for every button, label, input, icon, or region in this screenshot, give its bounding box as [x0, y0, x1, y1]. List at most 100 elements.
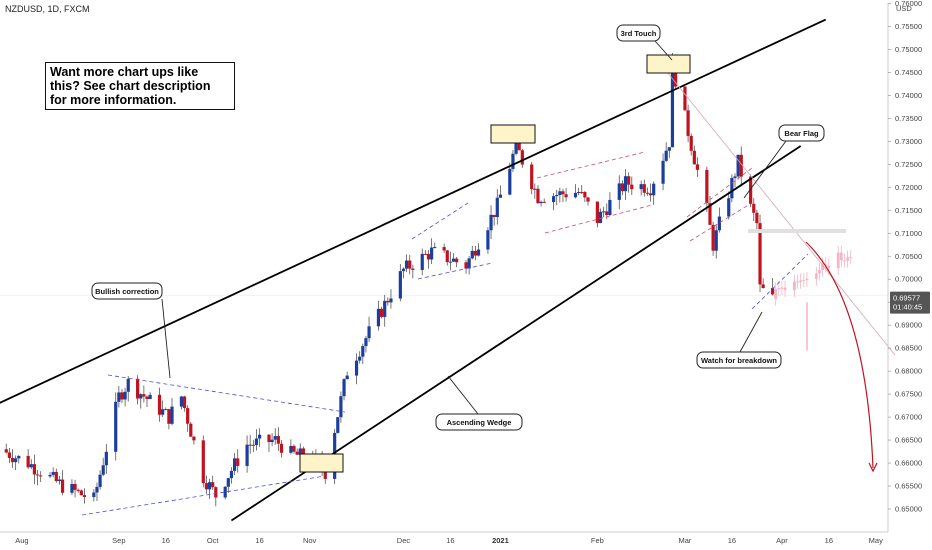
- candle-body: [361, 346, 365, 357]
- touch-box-1: [490, 124, 536, 144]
- candle-body: [189, 423, 193, 437]
- candle-body: [10, 457, 15, 463]
- candle-body: [367, 326, 371, 339]
- candle-body: [717, 216, 721, 231]
- candle-body: [251, 444, 255, 446]
- candle-body: [354, 360, 359, 376]
- last-price-tag: [890, 291, 930, 314]
- candle-body: [736, 154, 740, 177]
- candle-body: [98, 474, 102, 487]
- ghost-candle-body: [843, 260, 846, 262]
- price-tick-label: 0.65500: [895, 482, 922, 491]
- price-tick-label: 0.72500: [895, 160, 922, 169]
- candle-body: [404, 260, 409, 269]
- ghost-candle-body: [777, 288, 781, 290]
- time-tick-label: Oct: [207, 536, 220, 545]
- candle-body: [583, 192, 587, 198]
- candle-body: [92, 492, 96, 498]
- candle-body: [730, 177, 734, 199]
- candle-body: [229, 470, 234, 479]
- ghost-candle-body: [846, 257, 849, 261]
- time-tick-label: Apr: [776, 536, 788, 545]
- flag-channel-lower: [417, 262, 493, 280]
- candle-body: [345, 375, 349, 380]
- candle-body: [279, 443, 284, 453]
- candle-body: [623, 176, 628, 192]
- candle-body: [555, 195, 559, 197]
- candle-body: [232, 458, 237, 471]
- candle-body: [292, 445, 296, 452]
- candle-body: [573, 192, 578, 198]
- candle-body: [51, 471, 55, 475]
- candle-body: [758, 223, 762, 285]
- candle-body: [508, 168, 512, 195]
- callout-pointer: [654, 40, 673, 61]
- candle-body: [342, 379, 346, 397]
- candle-body: [192, 436, 196, 441]
- ghost-candle-body: [802, 280, 806, 282]
- candle-body: [364, 338, 368, 347]
- candle-body: [376, 308, 381, 327]
- candle-body: [692, 150, 696, 165]
- candle-body: [489, 214, 493, 231]
- candle-body: [645, 192, 650, 194]
- chart-symbol-header: NZDUSD, 1D, FXCM: [5, 4, 90, 14]
- touch-box-3: [646, 54, 691, 74]
- price-tick-label: 0.68500: [895, 344, 922, 353]
- candle-body: [136, 378, 140, 399]
- price-tick-label: 0.75000: [895, 45, 922, 54]
- candle-body: [520, 150, 524, 165]
- candle-body: [161, 409, 165, 415]
- candle-body: [79, 490, 83, 496]
- candle-body: [289, 445, 293, 453]
- price-tick-label: 0.76000: [895, 0, 922, 8]
- callout-pointer: [161, 298, 171, 379]
- candle-body: [714, 230, 718, 251]
- candle-body: [82, 495, 87, 498]
- candle-body: [667, 147, 671, 151]
- candle-body: [595, 201, 599, 223]
- candle-body: [423, 253, 427, 255]
- candle-body: [182, 396, 187, 409]
- candle-body: [201, 440, 205, 484]
- candle-body: [514, 138, 518, 154]
- candle-body: [683, 86, 687, 111]
- price-tick-label: 0.71500: [895, 206, 922, 215]
- candle-body: [492, 214, 496, 218]
- flag-channel-upper: [536, 151, 646, 179]
- candle-body: [617, 183, 621, 200]
- flag-channel-lower: [544, 204, 653, 234]
- candle-body: [442, 247, 446, 251]
- candle-body: [551, 196, 556, 203]
- time-tick-label: Sep: [112, 536, 125, 545]
- candle-body: [236, 458, 240, 466]
- candle-body: [383, 300, 387, 317]
- time-tick-label: 2021: [492, 536, 509, 545]
- callout-label: Bullish correction: [95, 287, 159, 296]
- candle-body: [580, 191, 584, 193]
- candle-body: [498, 194, 503, 198]
- candle-body: [620, 183, 625, 192]
- candle-body: [598, 211, 603, 223]
- ghost-candle-body: [793, 281, 796, 291]
- candle-body: [276, 436, 280, 444]
- candle-body: [539, 201, 543, 204]
- callout-box: [91, 282, 163, 300]
- candle-body: [517, 138, 521, 151]
- candle-body: [627, 176, 631, 185]
- price-tick-label: 0.70000: [895, 275, 922, 284]
- callout-pointer: [447, 375, 479, 415]
- candle-body: [695, 164, 700, 170]
- ghost-candle-body: [796, 281, 799, 283]
- candle-body: [29, 464, 33, 468]
- wedge-upper-trendline: [0, 18, 827, 404]
- candle-body: [451, 258, 456, 262]
- price-tick-label: 0.72000: [895, 183, 922, 192]
- candle-body: [157, 394, 162, 415]
- time-tick-label: Dec: [397, 536, 411, 545]
- candle-body: [70, 483, 74, 493]
- candle-body: [60, 479, 65, 493]
- correction-channel-lower: [81, 475, 326, 516]
- candle-body: [270, 439, 274, 443]
- candle-body: [470, 250, 474, 259]
